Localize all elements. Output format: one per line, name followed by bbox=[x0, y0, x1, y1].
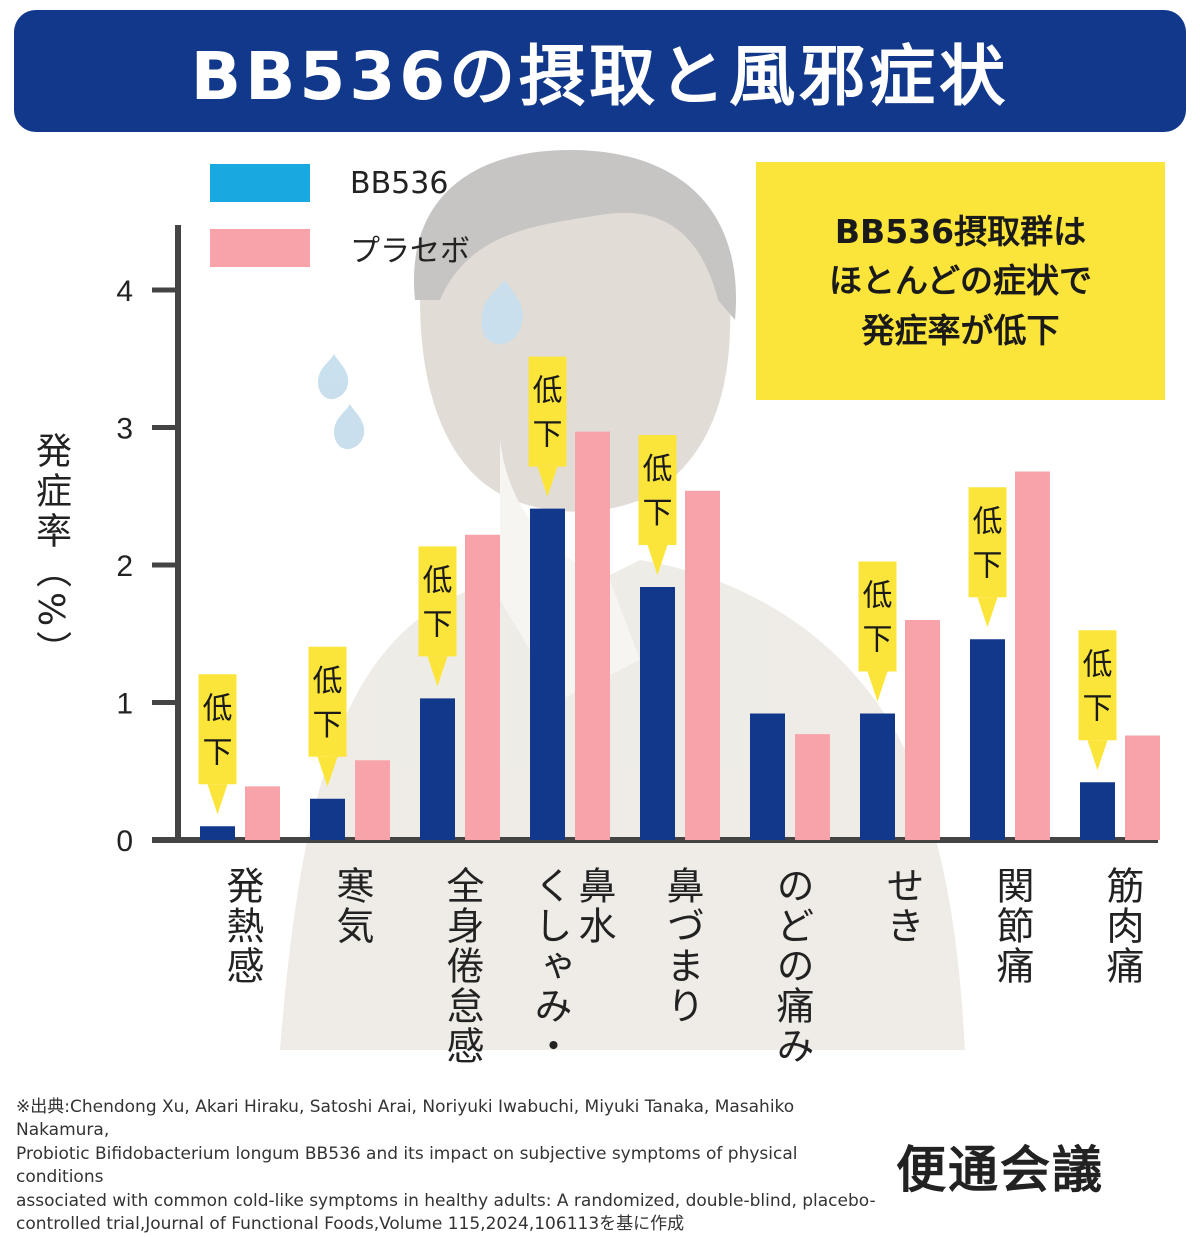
x-category-label: 鼻水 くしゃみ・ bbox=[528, 866, 616, 1066]
badge-label: 下 bbox=[973, 548, 1003, 583]
badge-label: 下 bbox=[423, 607, 453, 642]
badge-box bbox=[858, 561, 897, 672]
chart-bars bbox=[200, 431, 1160, 840]
badge-pointer bbox=[647, 545, 668, 575]
badge-box bbox=[418, 546, 457, 657]
legend-item-bb536: BB536 bbox=[210, 164, 448, 202]
page-title: BB536の摂取と風邪症状 bbox=[190, 38, 1010, 115]
x-category-label: 寒気 bbox=[330, 866, 374, 946]
y-tick-label: 2 bbox=[116, 550, 133, 583]
bar-bb536 bbox=[860, 713, 895, 840]
x-category-label: 関節痛 bbox=[990, 866, 1034, 986]
y-tick-label: 0 bbox=[116, 825, 133, 858]
bar-bb536 bbox=[310, 798, 345, 840]
lowered-badge: 低下 bbox=[198, 674, 237, 815]
bar-placebo bbox=[685, 490, 720, 840]
bar-bb536 bbox=[640, 587, 675, 840]
bar-bb536 bbox=[750, 713, 785, 840]
brand-logo: 便通会議 bbox=[896, 1141, 1104, 1199]
badge-pointer bbox=[1087, 740, 1108, 771]
badge-label: 低 bbox=[973, 504, 1003, 539]
legend-swatch-bb536 bbox=[210, 164, 310, 202]
badge-box bbox=[528, 356, 567, 467]
y-tick-label: 1 bbox=[116, 688, 133, 721]
badge-label: 低 bbox=[203, 691, 233, 726]
bar-placebo bbox=[1015, 471, 1050, 840]
lowered-badge: 低下 bbox=[968, 487, 1007, 628]
badge-box bbox=[198, 674, 237, 785]
badge-label: 下 bbox=[203, 735, 233, 770]
x-category-label: 鼻づまり bbox=[660, 866, 704, 1026]
legend-swatch-placebo bbox=[210, 229, 310, 267]
callout-box: BB536摂取群は ほとんどの症状で 発症率が低下 bbox=[756, 162, 1165, 400]
y-tick-label: 3 bbox=[116, 413, 133, 446]
y-tick-label: 4 bbox=[116, 275, 133, 308]
badge-label: 低 bbox=[533, 374, 563, 409]
callout-text: BB536摂取群は ほとんどの症状で 発症率が低下 bbox=[828, 211, 1092, 350]
source-citation: ※出典:Chendong Xu, Akari Hiraku, Satoshi A… bbox=[16, 1097, 876, 1235]
badge-label: 下 bbox=[863, 623, 893, 658]
bar-placebo bbox=[245, 786, 280, 840]
badge-pointer bbox=[537, 466, 558, 497]
bar-bb536 bbox=[1080, 782, 1115, 840]
badge-box bbox=[308, 646, 347, 757]
x-category-label: せき bbox=[880, 866, 924, 946]
legend-label-bb536: BB536 bbox=[350, 165, 449, 201]
bar-placebo bbox=[355, 760, 390, 840]
badge-label: 下 bbox=[313, 708, 343, 743]
lowered-badge: 低下 bbox=[638, 435, 677, 575]
x-category-label: 全身倦怠感 bbox=[440, 866, 484, 1066]
bar-bb536 bbox=[530, 508, 565, 840]
lowered-badge: 低下 bbox=[1078, 630, 1117, 771]
title-banner: BB536の摂取と風邪症状 bbox=[14, 10, 1186, 132]
legend-item-placebo: プラセボ bbox=[210, 226, 470, 270]
bar-bb536 bbox=[420, 698, 455, 840]
lowered-badge: 低下 bbox=[418, 546, 457, 687]
bar-bb536 bbox=[970, 639, 1005, 840]
x-category-label: 筋肉痛 bbox=[1100, 866, 1144, 986]
badge-label: 低 bbox=[313, 664, 343, 699]
badge-pointer bbox=[977, 597, 998, 628]
badge-pointer bbox=[207, 784, 228, 815]
sick-man-illustration bbox=[280, 150, 965, 1050]
badge-pointer bbox=[427, 656, 448, 687]
legend-label-placebo: プラセボ bbox=[350, 234, 470, 269]
bar-bb536 bbox=[200, 826, 235, 840]
badge-label: 低 bbox=[643, 452, 673, 487]
badge-pointer bbox=[317, 756, 338, 787]
badge-label: 下 bbox=[533, 418, 563, 453]
lowered-badge: 低下 bbox=[308, 646, 347, 787]
badge-label: 下 bbox=[643, 496, 673, 531]
bar-placebo bbox=[575, 431, 610, 840]
badge-box bbox=[1078, 630, 1117, 741]
badge-pointer bbox=[867, 671, 888, 702]
y-axis-label: 発症率（%） bbox=[30, 432, 71, 671]
bar-placebo bbox=[905, 620, 940, 840]
badge-box bbox=[968, 487, 1007, 598]
badge-box bbox=[638, 435, 677, 545]
bar-placebo bbox=[795, 734, 830, 840]
badge-label: 下 bbox=[1083, 691, 1113, 726]
badge-label: 低 bbox=[423, 563, 453, 598]
bar-placebo bbox=[465, 534, 500, 840]
lowered-badge: 低下 bbox=[858, 561, 897, 702]
badge-label: 低 bbox=[1083, 647, 1113, 682]
lowered-badge: 低下 bbox=[528, 356, 567, 497]
x-category-label: のどの痛み bbox=[770, 866, 814, 1066]
x-category-label: 発熱感 bbox=[220, 866, 264, 986]
bar-placebo bbox=[1125, 735, 1160, 840]
badge-label: 低 bbox=[863, 579, 893, 614]
